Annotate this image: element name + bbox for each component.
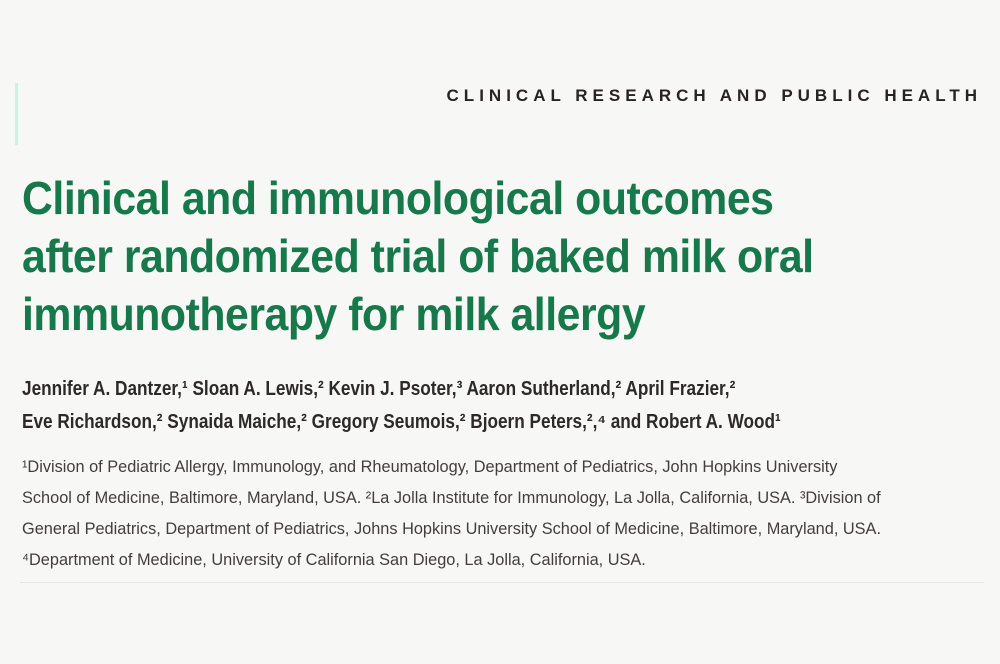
affiliation-block: ¹Division of Pediatric Allergy, Immunolo… — [22, 451, 917, 575]
bottom-divider — [20, 582, 984, 583]
article-title-line: Clinical and immunological outcomes — [22, 172, 774, 224]
affiliation-line: School of Medicine, Baltimore, Maryland,… — [22, 488, 881, 507]
margin-accent-bar — [15, 83, 18, 145]
author-list-line: Jennifer A. Dantzer,¹ Sloan A. Lewis,² K… — [22, 378, 736, 400]
section-kicker: CLINICAL RESEARCH AND PUBLIC HEALTH — [446, 86, 982, 105]
affiliation-line: ⁴Department of Medicine, University of C… — [22, 550, 646, 569]
affiliation-line: ¹Division of Pediatric Allergy, Immunolo… — [22, 457, 838, 476]
article-title-line: after randomized trial of baked milk ora… — [22, 230, 814, 282]
author-list-line: Eve Richardson,² Synaida Maiche,² Gregor… — [22, 410, 781, 433]
article-title: Clinical and immunological outcomes afte… — [22, 169, 873, 343]
article-title-line: immunotherapy for milk allergy — [22, 288, 646, 340]
affiliation-line: General Pediatrics, Department of Pediat… — [22, 519, 881, 538]
author-list: Jennifer A. Dantzer,¹ Sloan A. Lewis,² K… — [22, 373, 904, 438]
